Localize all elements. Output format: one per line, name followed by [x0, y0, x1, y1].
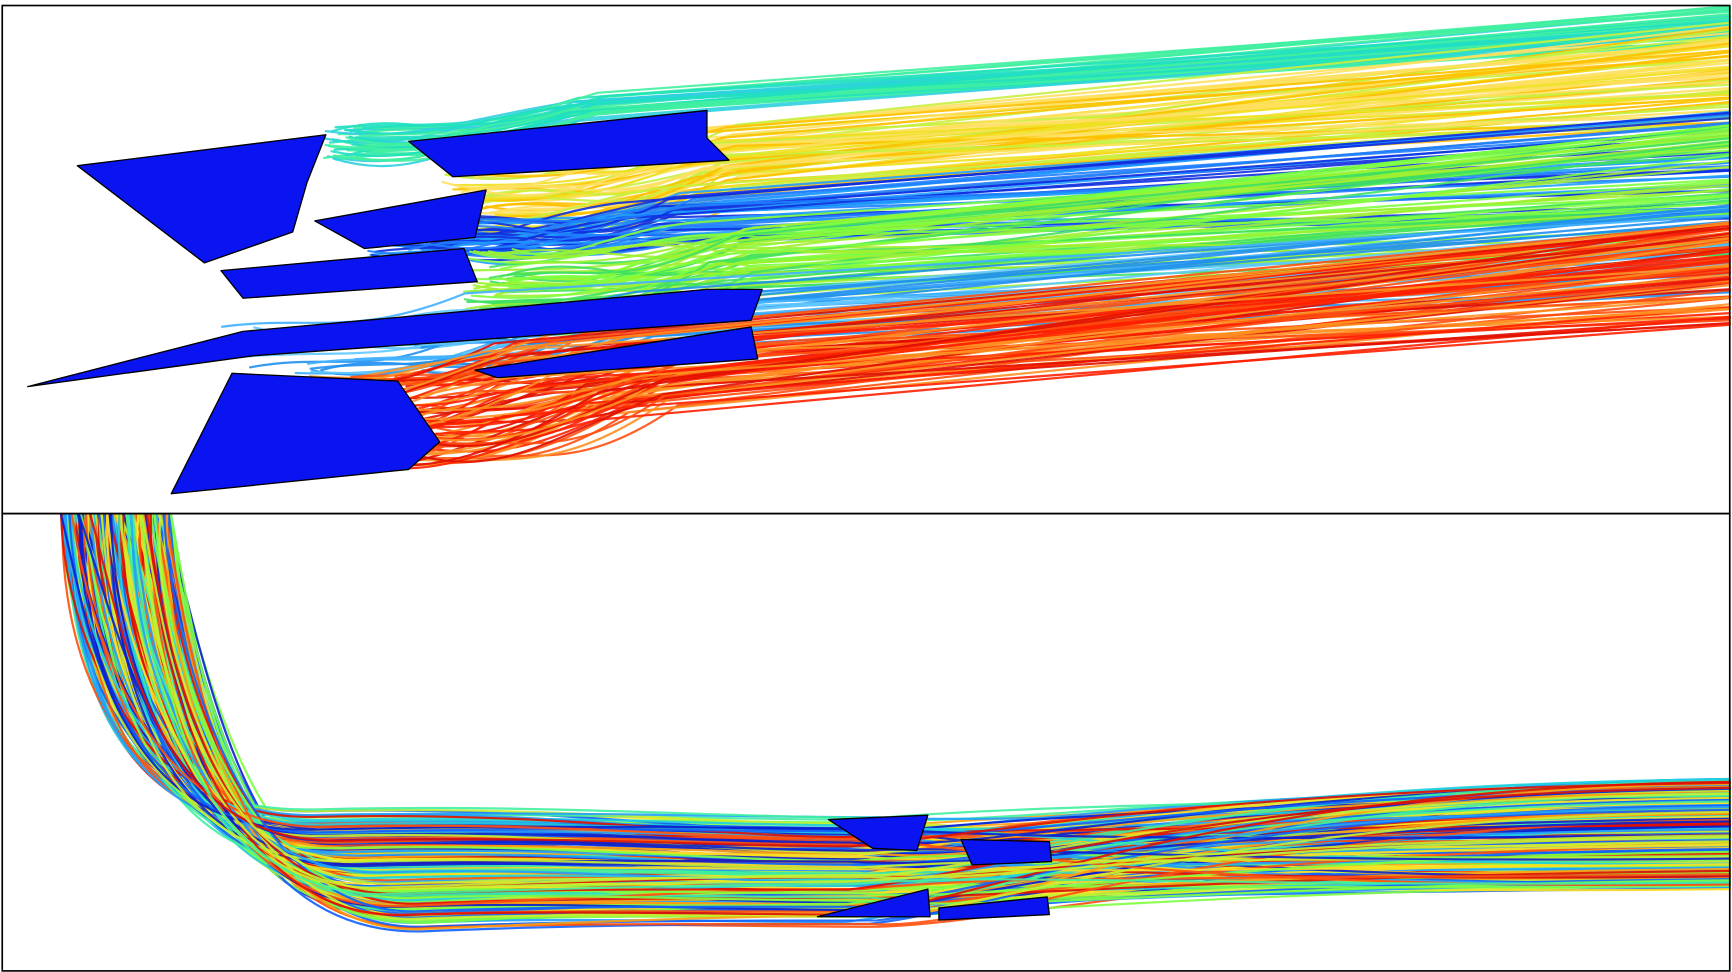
top-vanes	[26, 109, 763, 495]
streamline	[70, 513, 1731, 887]
streamline	[132, 513, 1731, 896]
streamline	[479, 42, 1731, 220]
streamline	[419, 232, 1731, 448]
streamline	[140, 513, 1731, 885]
streamline	[469, 149, 1731, 260]
vane	[220, 247, 478, 299]
streamline	[106, 513, 1731, 872]
streamline	[485, 180, 1731, 287]
streamline	[153, 513, 1731, 905]
vane	[827, 814, 929, 852]
vane	[314, 189, 487, 250]
streamline	[447, 214, 1731, 238]
vane	[816, 888, 931, 918]
streamline	[408, 185, 1731, 252]
vane	[76, 134, 327, 264]
streamline	[162, 513, 1731, 913]
streamline	[421, 265, 1731, 452]
bottom-streamlines	[59, 513, 1731, 933]
bottom-panel-frame	[1, 512, 1731, 972]
streamline	[508, 146, 1731, 264]
streamline	[488, 137, 1731, 279]
streamline	[138, 513, 1731, 891]
streamline	[418, 263, 1731, 442]
streamline	[475, 79, 1731, 200]
streamline	[68, 513, 1731, 835]
vane	[960, 838, 1053, 866]
streamline	[498, 128, 1731, 286]
vane	[474, 326, 759, 379]
streamline	[149, 513, 1731, 917]
vane	[408, 109, 730, 178]
streamline	[148, 513, 1731, 908]
streamline	[419, 247, 1731, 463]
vane	[170, 372, 441, 495]
streamline	[508, 227, 1731, 283]
streamline	[496, 248, 1731, 259]
streamline	[424, 215, 1731, 250]
streamline	[89, 513, 1731, 848]
streamline	[343, 39, 1731, 135]
streamline	[489, 58, 1731, 214]
vane	[26, 288, 763, 388]
vane	[938, 896, 1051, 921]
streamline	[146, 513, 1731, 895]
streamline	[460, 109, 1731, 194]
streamline	[100, 513, 1731, 870]
streamline	[463, 247, 1731, 306]
streamline	[472, 189, 1731, 272]
streamline	[473, 244, 1731, 259]
bottom-vanes	[816, 814, 1053, 921]
streamline	[162, 513, 1731, 911]
streamline	[398, 296, 1731, 412]
